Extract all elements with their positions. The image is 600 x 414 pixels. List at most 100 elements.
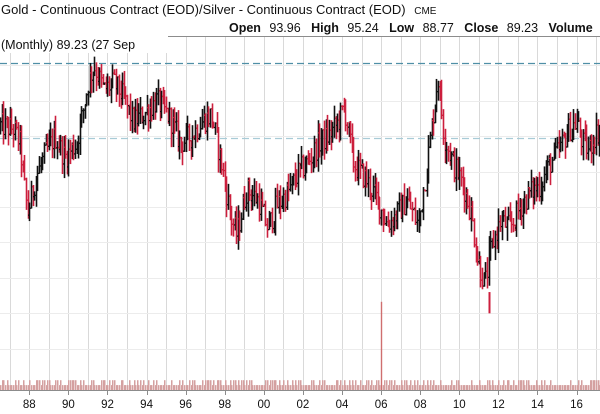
volume-bar (129, 380, 131, 390)
chart-title-main: Gold - Continuous Contract (EOD)/Silver … (1, 2, 406, 17)
volume-bar (119, 385, 121, 390)
volume-bar (46, 385, 48, 390)
volume-bar (554, 385, 556, 390)
volume-bar (83, 380, 85, 390)
volume-bar (192, 380, 194, 390)
volume-bar (399, 385, 401, 390)
volume-bar (458, 380, 460, 390)
volume-bar (90, 385, 92, 390)
volume-bar (541, 380, 543, 390)
x-tick-label: 88 (23, 399, 36, 411)
volume-bar (168, 385, 170, 390)
volume-bar (427, 380, 429, 390)
volume-bar (114, 380, 116, 390)
volume-bar (300, 380, 302, 390)
volume-bar (295, 380, 297, 390)
volume-bar (283, 380, 285, 390)
volume-bar (450, 385, 452, 390)
volume-bar (498, 380, 500, 390)
volume-bar (60, 380, 62, 390)
volume-bar (568, 385, 570, 390)
volume-bar (466, 385, 468, 390)
volume-bar (368, 380, 370, 390)
volume-bar (173, 385, 175, 390)
volume-bar (492, 380, 494, 390)
volume-bar (573, 385, 575, 390)
volume-bar (5, 385, 7, 390)
volume-bar (464, 385, 466, 390)
volume-bar (103, 380, 105, 390)
volume-bar (539, 385, 541, 390)
volume-bar (33, 385, 35, 390)
volume-bar (469, 385, 471, 390)
volume-bar (436, 385, 438, 390)
volume-bar (415, 385, 417, 390)
volume-bar (349, 380, 351, 390)
volume-bar (37, 380, 39, 390)
volume-bar (94, 385, 96, 390)
volume-bar (430, 380, 432, 390)
volume-bar (345, 385, 347, 390)
ohlc-close-label: Close (464, 21, 498, 35)
volume-bar (572, 385, 574, 390)
volume-bar (287, 380, 289, 390)
volume-bar (376, 380, 378, 390)
volume-bar (577, 385, 579, 390)
volume-bar (16, 385, 18, 390)
volume-bar (373, 385, 375, 390)
volume-bar (223, 385, 225, 390)
volume-bar (339, 385, 341, 390)
volume-bar (557, 385, 559, 390)
volume-bar (489, 380, 491, 390)
volume-bar (352, 380, 354, 390)
volume-bar (194, 380, 196, 390)
volume-bar (215, 385, 217, 390)
volume-bar (161, 385, 163, 390)
volume-bar (495, 385, 497, 390)
volume-bar (213, 380, 215, 390)
volume-bar (516, 385, 518, 390)
volume-bar (596, 380, 598, 390)
volume-bar (524, 385, 526, 390)
volume-bar (388, 385, 390, 390)
volume-bar (80, 380, 82, 390)
volume-bar (226, 385, 228, 390)
volume-bar (148, 380, 150, 390)
volume-bar (384, 380, 386, 390)
volume-bar (459, 385, 461, 390)
volume-bar (308, 385, 310, 390)
volume-bar (402, 385, 404, 390)
volume-bar (313, 380, 315, 390)
volume-bar (301, 385, 303, 390)
volume-bar (303, 385, 305, 390)
volume-bar (23, 380, 25, 390)
volume-bar (256, 385, 258, 390)
volume-bar (212, 385, 214, 390)
volume-bar (507, 380, 509, 390)
x-tick-label: 96 (179, 399, 192, 411)
volume-bar (21, 385, 23, 390)
volume-bar (446, 385, 448, 390)
volume-bar (134, 380, 136, 390)
volume-bar (362, 385, 364, 390)
volume-bar (142, 385, 144, 390)
volume-bar (171, 380, 173, 390)
volume-bar (441, 385, 443, 390)
volume-bar (244, 385, 246, 390)
x-tick-label: 94 (140, 399, 153, 411)
volume-bar (420, 385, 422, 390)
volume-bar (88, 385, 90, 390)
chart-title-exchange: CME (414, 6, 437, 17)
volume-bar (560, 385, 562, 390)
volume-bar (270, 380, 272, 390)
volume-bar (243, 380, 245, 390)
volume-bar (279, 380, 281, 390)
volume-bar (336, 380, 338, 390)
volume-bar (179, 380, 181, 390)
ohlc-open-value: 93.96 (269, 21, 300, 35)
volume-bar (472, 385, 474, 390)
volume-bar (521, 380, 523, 390)
volume-bar (357, 385, 359, 390)
volume-bar (210, 380, 212, 390)
volume-bar (106, 385, 108, 390)
